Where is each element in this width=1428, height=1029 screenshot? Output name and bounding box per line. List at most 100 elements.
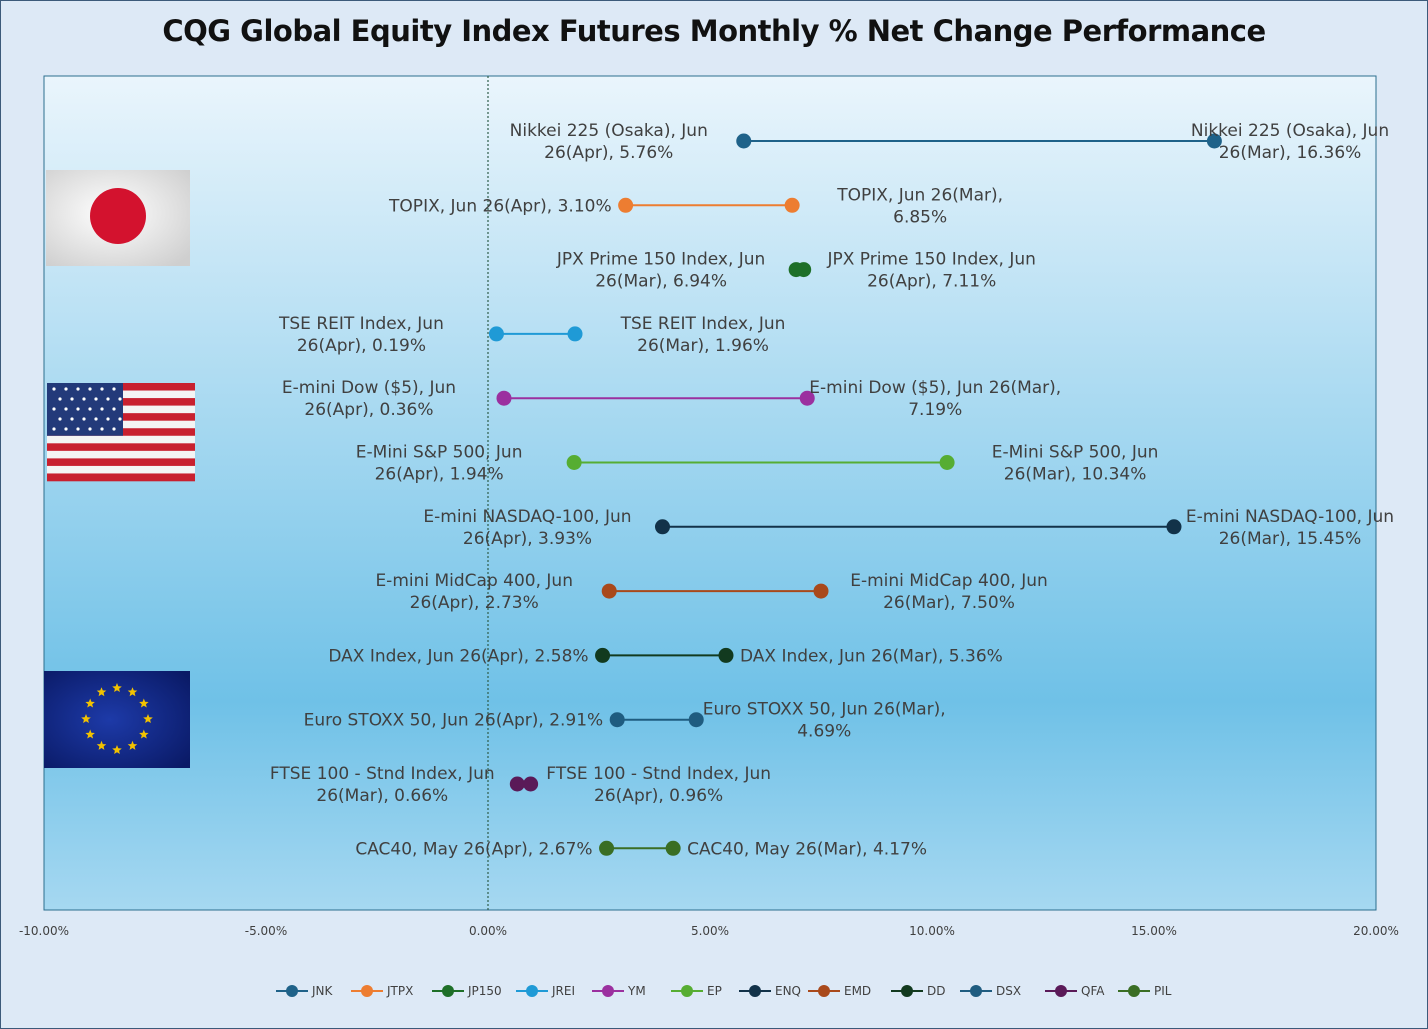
- legend-label: PIL: [1154, 984, 1172, 998]
- eu-star-icon: [85, 729, 95, 739]
- japan-flag: [46, 170, 190, 266]
- legend-item-jtpx: JTPX: [351, 984, 413, 998]
- data-point: [736, 133, 752, 149]
- data-label: TOPIX, Jun 26(Mar), 6.85%: [836, 185, 1003, 227]
- legend-label: JNK: [311, 984, 334, 998]
- data-label: E-mini NASDAQ-100, Jun 26(Mar), 15.45%: [1186, 507, 1394, 549]
- data-point: [796, 262, 812, 278]
- series-dd: DAX Index, Jun 26(Apr), 2.58% DAX Index, …: [328, 646, 1002, 666]
- legend-label: ENQ: [775, 984, 801, 998]
- legend-label: EP: [707, 984, 722, 998]
- data-point: [496, 390, 512, 406]
- legend-item-enq: ENQ: [739, 984, 801, 998]
- series-jnk: Nikkei 225 (Osaka), Jun 26(Apr), 5.76% Nik…: [510, 121, 1389, 163]
- data-label: CAC40, May 26(Mar), 4.17%: [687, 839, 927, 859]
- data-label: Euro STOXX 50, Jun 26(Mar), 4.69%: [703, 700, 946, 742]
- eu-star-icon: [96, 740, 107, 750]
- eu-star-icon: [112, 745, 122, 754]
- data-label: E-mini Dow ($5), Jun 26(Mar), 7.19%: [809, 378, 1061, 420]
- data-point: [488, 326, 504, 342]
- legend-item-dd: DD: [891, 984, 945, 998]
- legend-label: QFA: [1081, 984, 1105, 998]
- data-label: Euro STOXX 50, Jun 26(Apr), 2.91%: [304, 711, 604, 731]
- eu-flag: [44, 671, 190, 768]
- data-point: [523, 776, 539, 792]
- series-qfa: FTSE 100 - Stnd Index, Jun 26(Mar), 0.66%…: [270, 764, 771, 806]
- data-label: E-Mini S&P 500, Jun 26(Apr), 1.94%: [356, 443, 523, 485]
- data-point: [799, 390, 815, 406]
- data-label: FTSE 100 - Stnd Index, Jun 26(Apr), 0.96%: [546, 764, 771, 806]
- data-point: [601, 583, 617, 599]
- eu-star-icon: [96, 687, 107, 697]
- data-label: JPX Prime 150 Index, Jun 26(Apr), 7.11%: [826, 250, 1035, 292]
- data-label: E-mini MidCap 400, Jun 26(Mar), 7.50%: [850, 571, 1048, 613]
- japan-sun: [90, 188, 146, 244]
- data-label: TOPIX, Jun 26(Apr), 3.10%: [388, 196, 612, 216]
- legend-item-dsx: DSX: [960, 984, 1021, 998]
- data-label: DAX Index, Jun 26(Mar), 5.36%: [740, 646, 1003, 666]
- data-label: Nikkei 225 (Osaka), Jun 26(Apr), 5.76%: [510, 121, 708, 163]
- series-jrei: TSE REIT Index, Jun 26(Apr), 0.19% TSE REI…: [278, 314, 785, 356]
- data-label: FTSE 100 - Stnd Index, Jun 26(Mar), 0.66%: [270, 764, 495, 806]
- data-label: E-mini Dow ($5), Jun 26(Apr), 0.36%: [282, 378, 456, 420]
- data-point: [1166, 519, 1182, 535]
- legend-item-jrei: JREI: [516, 984, 575, 998]
- chart-title: CQG Global Equity Index Futures Monthly …: [162, 14, 1266, 48]
- eu-star-icon: [127, 687, 138, 697]
- usa-flag: [47, 383, 195, 482]
- eu-star-icon: [112, 683, 122, 692]
- legend-label: EMD: [844, 984, 871, 998]
- legend-label: DSX: [996, 984, 1021, 998]
- series-emd: E-mini MidCap 400, Jun 26(Apr), 2.73% E-mi…: [375, 571, 1047, 613]
- legend-item-jp150: JP150: [432, 984, 502, 998]
- data-point: [567, 326, 583, 342]
- plot-area: [43, 75, 1377, 911]
- data-point: [688, 712, 704, 728]
- legend-item-jnk: JNK: [276, 984, 334, 998]
- data-point: [939, 455, 955, 470]
- legend-label: DD: [927, 984, 945, 998]
- legend-label: JTPX: [386, 984, 413, 998]
- data-label: Nikkei 225 (Osaka), Jun 26(Mar), 16.36%: [1191, 121, 1389, 163]
- data-point: [784, 197, 800, 213]
- x-tick-label: 5.00%: [691, 924, 729, 938]
- data-point: [509, 776, 525, 792]
- data-label: E-mini MidCap 400, Jun 26(Apr), 2.73%: [375, 571, 573, 613]
- x-tick-label: -10.00%: [19, 924, 69, 938]
- x-tick-label: 10.00%: [909, 924, 955, 938]
- legend-label: JREI: [551, 984, 575, 998]
- data-label: DAX Index, Jun 26(Apr), 2.58%: [328, 646, 588, 666]
- data-point: [595, 647, 611, 663]
- eu-star-icon: [85, 698, 95, 708]
- data-point: [1206, 133, 1222, 149]
- x-tick-label: 20.00%: [1353, 924, 1399, 938]
- series-ym: E-mini Dow ($5), Jun 26(Apr), 0.36% E-mini…: [282, 378, 1061, 420]
- data-point: [813, 583, 829, 599]
- eu-star-icon: [139, 698, 149, 708]
- legend-item-qfa: QFA: [1045, 984, 1105, 998]
- data-label: E-mini NASDAQ-100, Jun 26(Apr), 3.93%: [423, 507, 631, 549]
- data-point: [654, 519, 670, 535]
- eu-star-icon: [127, 740, 138, 750]
- eu-star-icon: [143, 714, 153, 723]
- legend-item-ym: YM: [592, 984, 646, 998]
- series-enq: E-mini NASDAQ-100, Jun 26(Apr), 3.93% E-mi…: [423, 507, 1394, 549]
- x-tick-label: 0.00%: [469, 924, 507, 938]
- series-dsx: Euro STOXX 50, Jun 26(Apr), 2.91% Euro ST…: [304, 700, 946, 742]
- legend-item-pil: PIL: [1118, 984, 1172, 998]
- x-tick-label: -5.00%: [245, 924, 287, 938]
- data-point: [609, 712, 625, 728]
- legend-item-emd: EMD: [808, 984, 871, 998]
- data-point: [566, 455, 582, 470]
- data-label: JPX Prime 150 Index, Jun 26(Mar), 6.94%: [556, 250, 765, 292]
- data-point: [665, 840, 681, 856]
- legend-label: YM: [627, 984, 646, 998]
- data-point: [599, 840, 615, 856]
- legend-label: JP150: [467, 984, 502, 998]
- data-point: [618, 197, 634, 213]
- series-jp150: JPX Prime 150 Index, Jun 26(Mar), 6.94% JP…: [556, 250, 1036, 292]
- eu-star-icon: [81, 714, 91, 723]
- x-tick-label: 15.00%: [1131, 924, 1177, 938]
- eu-star-icon: [139, 729, 149, 739]
